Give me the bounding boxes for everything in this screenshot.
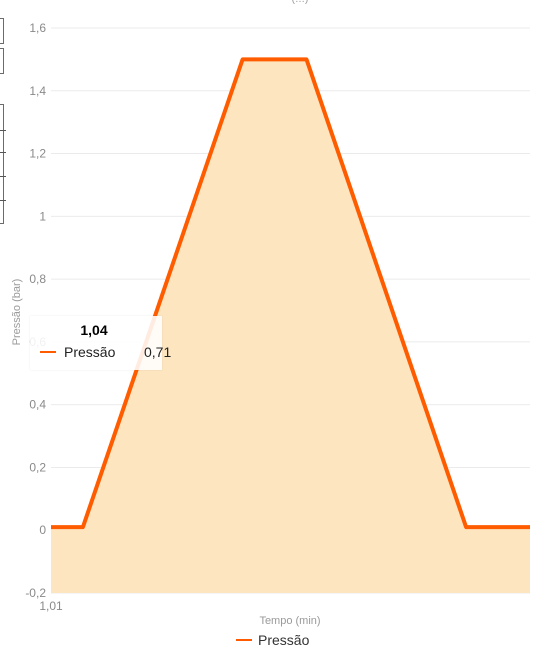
panel-row-divider	[0, 176, 6, 177]
data-tooltip: 1,04 Pressão 0,71	[30, 316, 171, 370]
chart-menu-icon[interactable]: (…)	[280, 0, 320, 8]
y-tick-labels: -0,200,20,40,60,811,21,41,6	[25, 21, 46, 600]
pressure-line	[51, 57, 530, 530]
y-tick-label: 0,8	[29, 272, 46, 286]
panel-table	[0, 104, 4, 224]
y-tick-label: 1,2	[29, 147, 46, 161]
pressure-area	[51, 59, 530, 593]
panel-row-divider	[0, 130, 6, 131]
y-tick-label: 0,2	[29, 460, 46, 474]
y-tick-label: 0,4	[29, 398, 46, 412]
panel-field-1[interactable]	[0, 18, 4, 44]
panel-row-divider	[0, 200, 6, 201]
y-tick-label: 1,6	[29, 21, 46, 35]
y-tick-label: 1	[39, 209, 46, 223]
legend-swatch[interactable]	[236, 639, 252, 641]
legend-item-pressao[interactable]: Pressão	[258, 632, 310, 648]
y-tick-label: 1,4	[29, 84, 46, 98]
x-axis-title: Tempo (min)	[259, 615, 320, 627]
tooltip-x-value: 1,04	[80, 322, 108, 338]
panel-field-2[interactable]	[0, 48, 4, 74]
y-tick-label: -0,2	[25, 586, 46, 600]
tooltip-series-swatch	[40, 351, 56, 353]
panel-row-divider	[0, 152, 6, 153]
y-tick-label: 0	[39, 523, 46, 537]
y-axis-title: Pressão (bar)	[11, 279, 23, 346]
x-tick-labels: 1,01	[39, 599, 63, 613]
side-panel-edge	[0, 0, 6, 648]
tooltip-y-value: 0,71	[144, 344, 172, 360]
tooltip-series-name: Pressão	[64, 344, 116, 360]
x-tick-label: 1,01	[39, 599, 63, 613]
